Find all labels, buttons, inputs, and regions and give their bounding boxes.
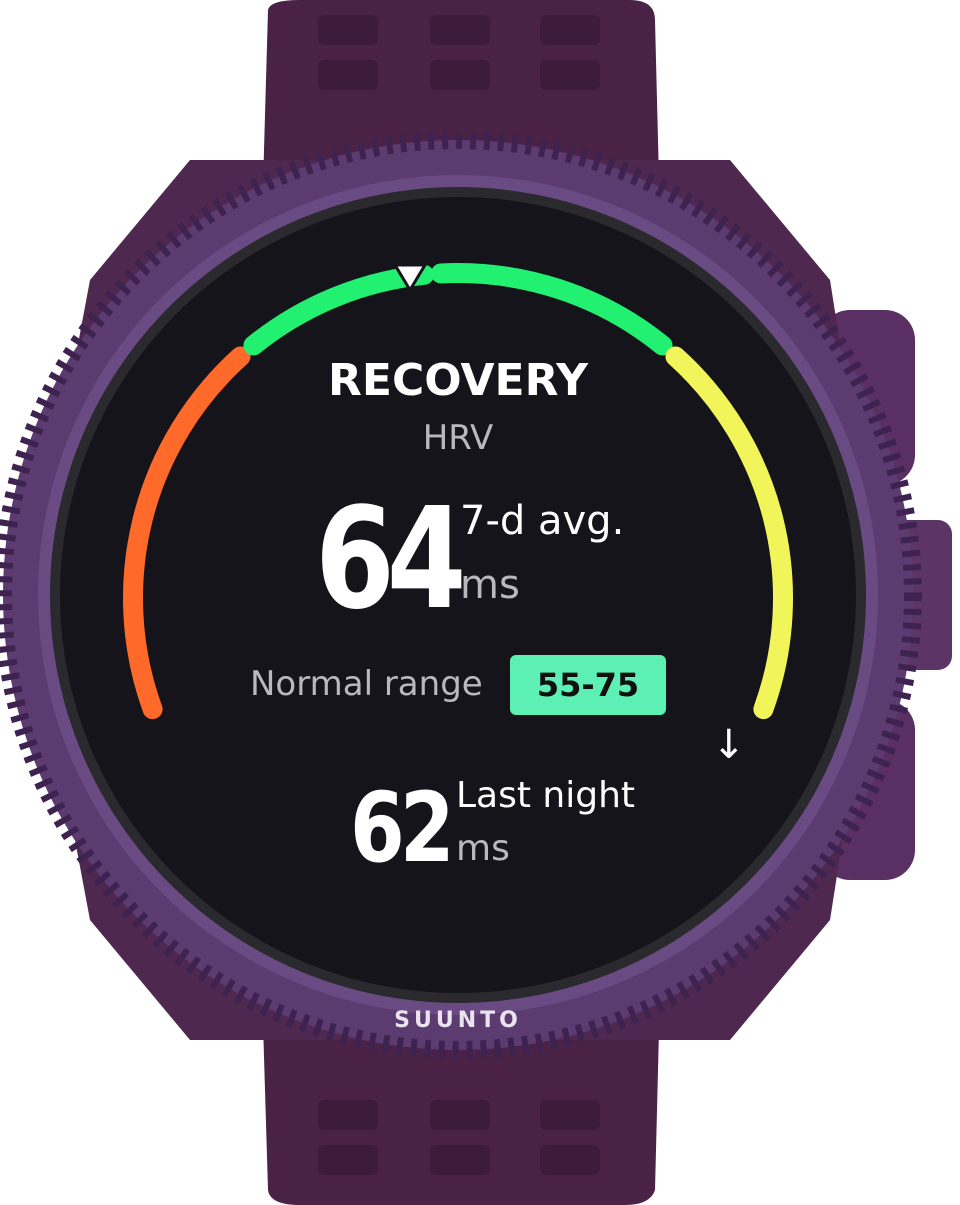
- primary-unit: ms: [460, 562, 520, 608]
- arrow-down-icon[interactable]: ↓: [712, 722, 746, 768]
- gauge-marker: [392, 263, 428, 293]
- gauge-arc-low: [123, 346, 251, 720]
- screen-title: RECOVERY: [328, 355, 588, 406]
- screen-subtitle: HRV: [422, 418, 494, 458]
- normal-range-label: Normal range: [250, 664, 483, 704]
- gauge-arc-high: [665, 346, 793, 720]
- secondary-unit: ms: [456, 828, 510, 869]
- secondary-value: 62: [350, 772, 455, 884]
- normal-range-badge: 55-75: [510, 655, 666, 715]
- strap-pattern-top: [318, 15, 600, 90]
- strap-pattern-bottom: [318, 1100, 600, 1175]
- gauge-arc-normal-right: [430, 263, 673, 356]
- screen: [60, 197, 856, 993]
- secondary-label: Last night: [456, 775, 636, 816]
- primary-value: 64: [315, 478, 467, 641]
- brand-logo: SUUNTO: [394, 1008, 522, 1033]
- primary-label: 7-d avg.: [460, 498, 625, 544]
